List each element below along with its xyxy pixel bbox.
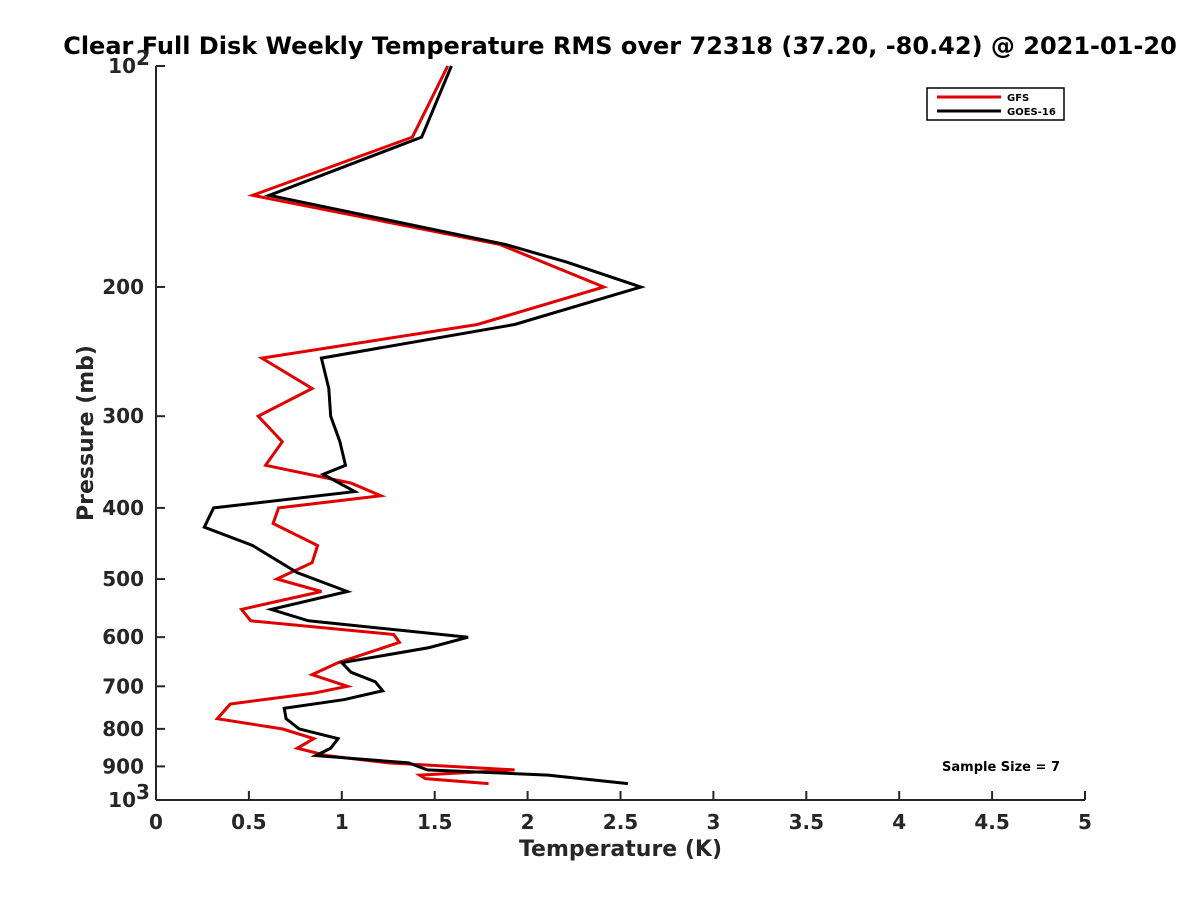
y-tick-label: 500: [102, 567, 144, 591]
x-axis-label: Temperature (K): [519, 837, 722, 862]
x-axis: 0 0.5 1 1.5 2 2.5 3 3.5 4 4.5 5: [149, 791, 1092, 834]
y-tick-label: 700: [102, 674, 144, 698]
series-line-gfs: [214, 65, 609, 786]
x-tick-label: 3: [706, 810, 720, 834]
legend-box: [926, 87, 1065, 121]
legend-entry: GFS: [1007, 93, 1029, 104]
x-tick-label: 1.5: [417, 810, 452, 834]
y-tick-label: 600: [102, 625, 144, 649]
y-tick-label: 10: [108, 788, 136, 812]
y-tick-label: 900: [102, 754, 144, 778]
y-tick-label: 300: [102, 404, 144, 428]
sample-size-annotation: Sample Size = 7: [942, 760, 1060, 775]
x-tick-label: 0.5: [231, 810, 266, 834]
x-tick-label: 4: [892, 810, 906, 834]
legend: GFS GOES-16: [926, 87, 1065, 121]
plot-area: [155, 66, 1085, 801]
legend-entry: GOES-16: [1007, 107, 1056, 118]
series-line-goes-16: [202, 65, 646, 786]
y-tick-superscript: 2: [136, 46, 150, 70]
y-tick-label: 10: [108, 54, 136, 78]
chart-title: Clear Full Disk Weekly Temperature RMS o…: [63, 32, 1177, 60]
x-tick-label: 2.5: [603, 810, 638, 834]
y-tick-label: 200: [102, 275, 144, 299]
y-tick-label: 800: [102, 717, 144, 741]
x-tick-label: 2: [521, 810, 535, 834]
x-tick-label: 3.5: [789, 810, 824, 834]
x-tick-label: 1: [335, 810, 349, 834]
y-tick-label: 400: [102, 496, 144, 520]
x-tick-label: 0: [149, 810, 163, 834]
x-tick-label: 5: [1078, 810, 1092, 834]
series-group: [202, 65, 646, 786]
y-axis-label: Pressure (mb): [74, 345, 99, 521]
y-tick-superscript: 3: [136, 780, 150, 804]
x-tick-label: 4.5: [974, 810, 1009, 834]
